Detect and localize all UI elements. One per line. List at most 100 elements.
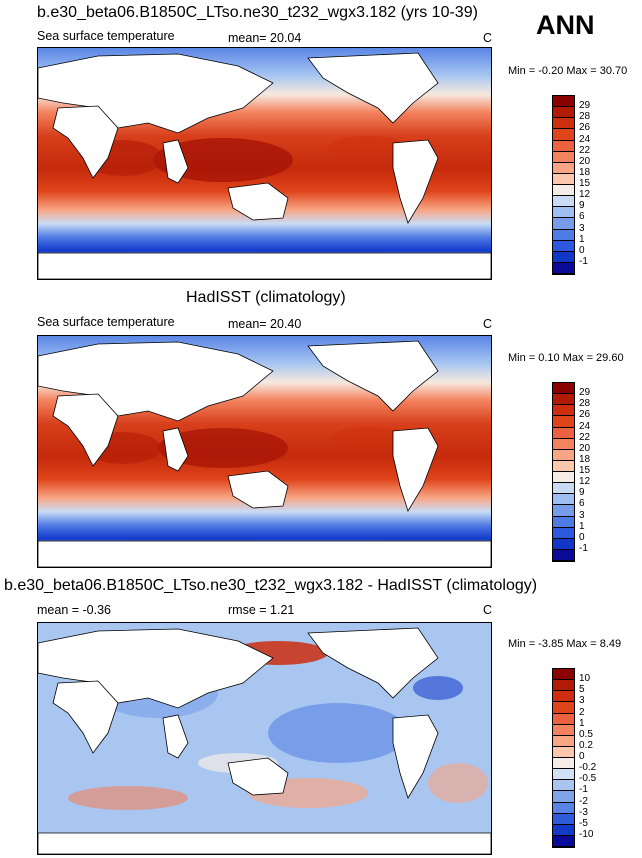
colorbar-swatch — [553, 140, 574, 152]
colorbar-tick-label: 26 — [579, 122, 591, 134]
colorbar-tick-label: 3 — [579, 509, 585, 521]
colorbar-swatch — [553, 460, 574, 472]
colorbar-tick-label: 15 — [579, 178, 591, 189]
colorbar-tick-label: 6 — [579, 498, 585, 510]
colorbar-tick-label: 15 — [579, 465, 591, 476]
colorbar-swatch — [553, 394, 574, 406]
colorbar-tick-label: 24 — [579, 133, 591, 145]
colorbar-tick-label: 20 — [579, 442, 591, 454]
colorbar-tick-label: 3 — [579, 695, 585, 707]
colorbar-swatch — [553, 735, 574, 747]
colorbar-swatch — [553, 416, 574, 428]
colorbar-swatch — [553, 483, 574, 495]
colorbar-tick-label: 10 — [579, 673, 591, 685]
colorbar-swatch — [553, 780, 574, 792]
colorbar-tick-label: -2 — [579, 795, 588, 807]
colorbar-swatch — [553, 472, 574, 484]
colorbar-tick-label: 0 — [579, 244, 585, 256]
colorbar-tick-label: 29 — [579, 100, 591, 112]
colorbar-swatch — [553, 527, 574, 539]
panel-3-map — [37, 622, 492, 855]
colorbar-swatch — [553, 746, 574, 758]
colorbar-tick-label: 28 — [579, 111, 591, 123]
colorbar-swatch — [553, 791, 574, 803]
colorbar-swatch — [553, 185, 574, 197]
panel-1-left-label: Sea surface temperature — [37, 29, 175, 43]
colorbar-tick-label: 3 — [579, 222, 585, 234]
panel-3-rmse-label: rmse = 1.21 — [228, 603, 295, 617]
colorbar-tick-label: 5 — [579, 684, 585, 696]
sst-map-graphic — [38, 48, 491, 279]
colorbar-tick-label: -0.2 — [579, 762, 597, 774]
colorbar-swatch — [553, 251, 574, 263]
panel-2-mean-label: mean= 20.40 — [228, 317, 302, 331]
colorbar-swatch — [553, 240, 574, 252]
colorbar-swatch — [553, 405, 574, 417]
colorbar-swatch — [553, 758, 574, 770]
colorbar-swatch — [553, 824, 574, 836]
panel-2-colorbar — [552, 382, 575, 562]
colorbar-swatch — [553, 151, 574, 163]
colorbar-swatch — [553, 438, 574, 450]
colorbar-swatch — [553, 383, 574, 395]
panel-1-units: C — [483, 31, 493, 45]
colorbar-swatch — [553, 262, 574, 274]
season-label: ANN — [536, 10, 595, 40]
colorbar-tick-label: 2 — [579, 706, 585, 718]
colorbar-swatch — [553, 229, 574, 241]
colorbar-swatch — [553, 494, 574, 506]
colorbar-tick-label: 29 — [579, 387, 591, 399]
colorbar-tick-label: 18 — [579, 453, 591, 465]
colorbar-swatch — [553, 427, 574, 439]
colorbar-swatch — [553, 835, 574, 847]
panel-2-map — [37, 335, 492, 568]
panel-1-mean-label: mean= 20.04 — [228, 31, 302, 45]
colorbar-swatch — [553, 173, 574, 185]
colorbar-tick-label: 12 — [579, 476, 591, 488]
panel-3-title: b.e30_beta06.B1850C_LTso.ne30_t232_wgx3.… — [4, 577, 538, 594]
colorbar-tick-label: -0.5 — [579, 773, 597, 785]
colorbar-swatch — [553, 516, 574, 528]
colorbar-tick-label: 1 — [579, 520, 585, 532]
panel-2-left-label: Sea surface temperature — [37, 315, 175, 329]
colorbar-swatch — [553, 449, 574, 461]
colorbar-tick-label: 9 — [579, 487, 585, 499]
colorbar-tick-label: -3 — [579, 806, 588, 818]
colorbar-swatch — [553, 680, 574, 692]
colorbar-swatch — [553, 713, 574, 725]
colorbar-swatch — [553, 107, 574, 119]
colorbar-tick-label: 18 — [579, 166, 591, 178]
colorbar-swatch — [553, 129, 574, 141]
colorbar-tick-label: 0 — [579, 751, 585, 762]
panel-3-mean-label: mean = -0.36 — [37, 603, 112, 617]
colorbar-swatch — [553, 207, 574, 219]
colorbar-tick-label: -5 — [579, 817, 588, 829]
colorbar-swatch — [553, 813, 574, 825]
colorbar-tick-label: 12 — [579, 189, 591, 201]
colorbar-swatch — [553, 505, 574, 517]
colorbar-tick-label: -1 — [579, 255, 588, 267]
sst-map-graphic — [38, 336, 491, 567]
panel-1-minmax: Min = -0.20 Max = 30.70 — [508, 65, 628, 77]
colorbar-tick-label: 24 — [579, 420, 591, 432]
colorbar-tick-label: 22 — [579, 431, 591, 443]
colorbar-swatch — [553, 691, 574, 703]
panel-1-title: b.e30_beta06.B1850C_LTso.ne30_t232_wgx3.… — [37, 4, 478, 21]
colorbar-tick-label: -1 — [579, 542, 588, 554]
panel-3-minmax: Min = -3.85 Max = 8.49 — [508, 638, 622, 650]
colorbar-swatch — [553, 669, 574, 681]
colorbar-swatch — [553, 538, 574, 550]
colorbar-swatch — [553, 549, 574, 561]
colorbar-swatch — [553, 769, 574, 781]
colorbar-tick-label: 20 — [579, 155, 591, 167]
colorbar-tick-label: 1 — [579, 717, 585, 729]
panel-2-title: HadISST (climatology) — [186, 289, 346, 306]
colorbar-swatch — [553, 196, 574, 208]
colorbar-swatch — [553, 802, 574, 814]
colorbar-swatch — [553, 96, 574, 108]
colorbar-tick-label: -10 — [579, 828, 594, 840]
sst-diff-map-graphic — [38, 623, 491, 854]
colorbar-tick-label: -1 — [579, 784, 588, 796]
colorbar-tick-label: 0 — [579, 531, 585, 543]
colorbar-tick-label: 22 — [579, 144, 591, 156]
